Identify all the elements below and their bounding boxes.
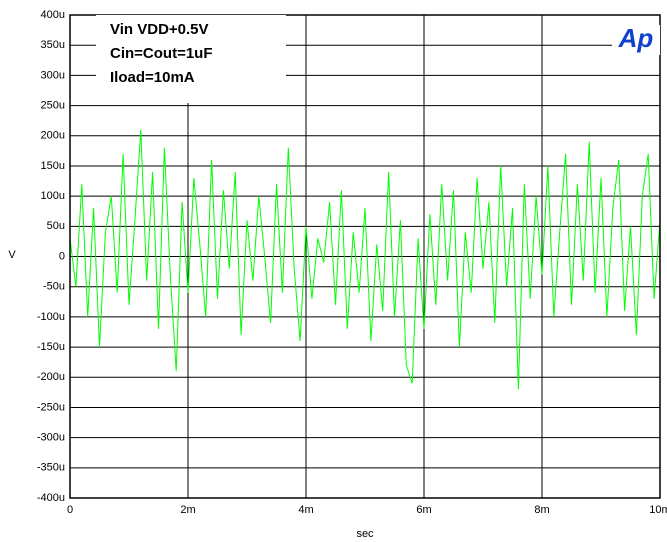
annotation: Iload=10mA [110, 69, 195, 86]
y-tick-label: -400u [37, 492, 65, 504]
y-tick-label: -50u [43, 281, 65, 293]
y-tick-label: 400u [41, 9, 65, 21]
logo-bg [612, 25, 660, 55]
y-tick-label: 350u [41, 39, 65, 51]
y-tick-label: -300u [37, 432, 65, 444]
y-tick-label: 300u [41, 69, 65, 81]
x-tick-label: 6m [416, 504, 431, 516]
annotation: Vin VDD+0.5V [110, 21, 209, 38]
y-tick-label: -150u [37, 341, 65, 353]
y-tick-label: 150u [41, 160, 65, 172]
y-tick-label: 200u [41, 130, 65, 142]
y-tick-label: -350u [37, 462, 65, 474]
x-tick-label: 4m [298, 504, 313, 516]
x-tick-label: 0 [67, 504, 73, 516]
y-axis-label: V [8, 249, 16, 261]
x-tick-label: 8m [534, 504, 549, 516]
plot-frame [69, 14, 661, 499]
annotation: Cin=Cout=1uF [110, 45, 213, 62]
legend: Vin VDD+0.5V Cin=Cout=1uF Iload=10mA [96, 15, 286, 103]
x-tick-label: 10m [649, 504, 667, 516]
y-tick-label: 100u [41, 190, 65, 202]
y-tick-label: -250u [37, 401, 65, 413]
y-tick-label: 50u [47, 220, 65, 232]
legend-box [96, 15, 286, 103]
y-tick-label: 250u [41, 99, 65, 111]
x-axis-label: sec [356, 528, 374, 540]
y-tick-label: -100u [37, 311, 65, 323]
y-tick-label: 0 [59, 250, 65, 262]
logo: Ap [618, 23, 654, 53]
noise-line [69, 129, 661, 390]
y-tick-label: -200u [37, 371, 65, 383]
x-tick-label: 2m [180, 504, 195, 516]
